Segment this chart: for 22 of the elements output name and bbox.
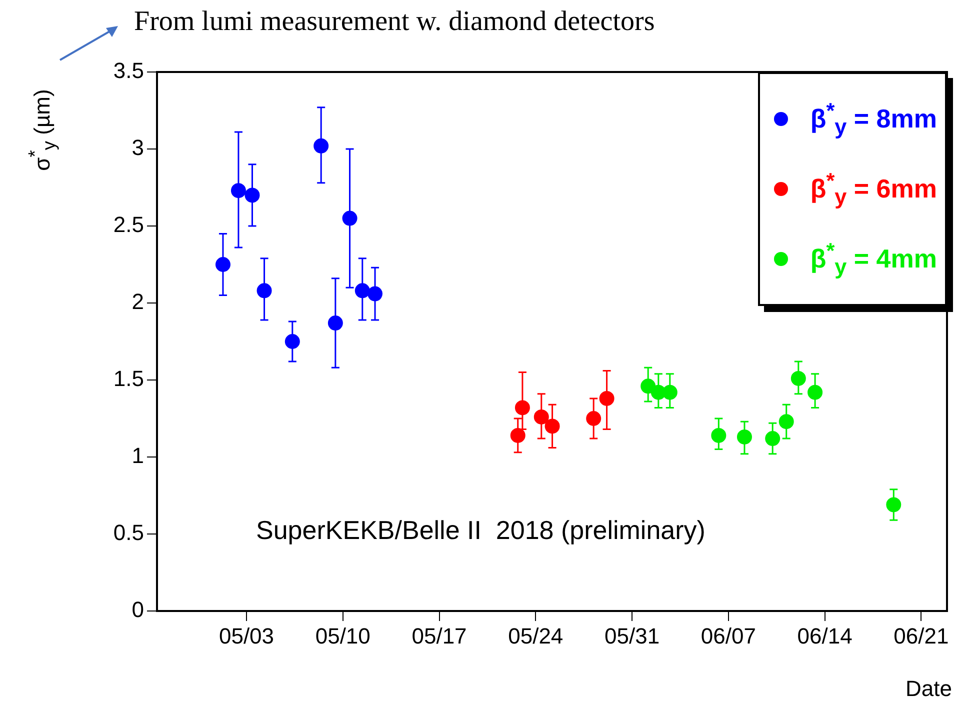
x-tick-label: 05/10 bbox=[315, 623, 370, 648]
y-tick-label: 2.5 bbox=[113, 212, 144, 238]
x-tick-label: 05/17 bbox=[412, 623, 467, 648]
y-tick-label: 1.5 bbox=[113, 366, 144, 392]
y-tick-label: 0.5 bbox=[113, 520, 144, 546]
legend-label: β$^{*}$$_{y}$ = 6mm bbox=[810, 168, 937, 210]
x-tick-label: 05/03 bbox=[218, 623, 274, 648]
legend-label: β$^{*}$$_{y}$ = 4mm bbox=[810, 238, 937, 280]
y-tick-label: 2 bbox=[132, 289, 144, 314]
x-tick-label: 05/24 bbox=[508, 623, 564, 648]
x-tick-label: 06/07 bbox=[700, 623, 756, 648]
y-tick-label: 3.5 bbox=[113, 58, 144, 84]
y-tick-label: 3 bbox=[132, 135, 144, 160]
y-tick-label: 0 bbox=[132, 597, 144, 622]
x-tick-label: 05/31 bbox=[604, 623, 660, 648]
x-tick-label: 06/14 bbox=[797, 623, 852, 648]
x-axis-title: Date bbox=[906, 676, 952, 702]
x-tick-label: 06/21 bbox=[894, 623, 949, 648]
y-tick-label: 1 bbox=[132, 443, 144, 468]
legend-label: β$^{*}$$_{y}$ = 8mm bbox=[810, 98, 937, 140]
annotation: SuperKEKB/Belle II 2018 (preliminary) bbox=[256, 515, 706, 546]
text: From lumi measurement w. diamond detectors bbox=[134, 6, 655, 38]
